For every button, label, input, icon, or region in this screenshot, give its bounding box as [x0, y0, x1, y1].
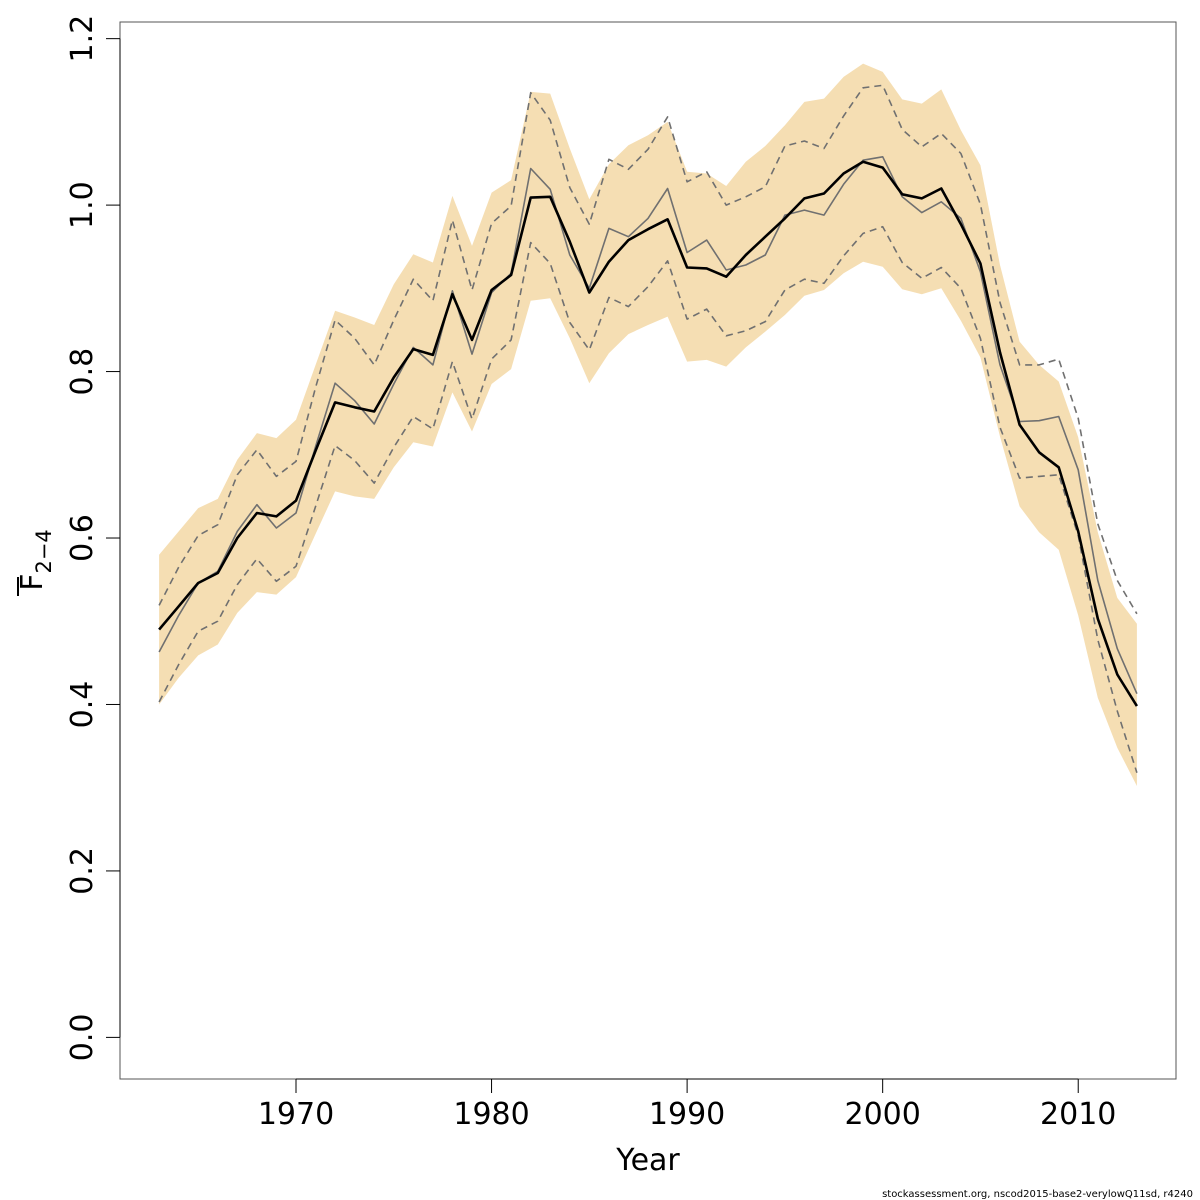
- series-line-estimate: [158, 160, 1139, 707]
- y-tick-label: 0.6: [65, 514, 100, 562]
- y-axis-title: F2−4: [15, 529, 56, 596]
- y-tick-label: 1.0: [65, 181, 100, 229]
- y-tick-label: 0.8: [65, 348, 100, 396]
- footer-credit: stockassessment.org, nscod2015-base2-ver…: [882, 1189, 1193, 1200]
- y-tick-label: 0.0: [65, 1014, 100, 1062]
- series-line-comparison-lower: [158, 225, 1138, 773]
- x-tick-label: 1970: [258, 1097, 334, 1132]
- svg-text:F2−4: F2−4: [15, 529, 56, 591]
- x-tick-label: 1980: [453, 1097, 529, 1132]
- series-lines-layer: [158, 84, 1139, 773]
- y-axis-title-main: F: [15, 574, 50, 591]
- x-tick-label: 1990: [649, 1097, 725, 1132]
- x-axis-title: Year: [615, 1143, 680, 1178]
- x-tick-label: 2000: [844, 1097, 920, 1132]
- x-axis: 1970 1980 1990 2000 2010: [258, 1078, 1116, 1132]
- confidence-band-layer: [159, 63, 1137, 787]
- y-tick-label: 1.2: [65, 15, 100, 63]
- series-line-comparison-upper: [158, 84, 1138, 615]
- series-line-comparison-estimate: [158, 156, 1138, 695]
- y-axis: 0.0 0.2 0.4 0.6 0.8 1.0 1.2: [65, 15, 121, 1062]
- x-tick-label: 2010: [1040, 1097, 1116, 1132]
- y-axis-title-subscript: 2−4: [32, 529, 56, 573]
- y-tick-label: 0.2: [65, 847, 100, 895]
- y-tick-label: 0.4: [65, 681, 100, 729]
- confidence-band: [159, 63, 1137, 787]
